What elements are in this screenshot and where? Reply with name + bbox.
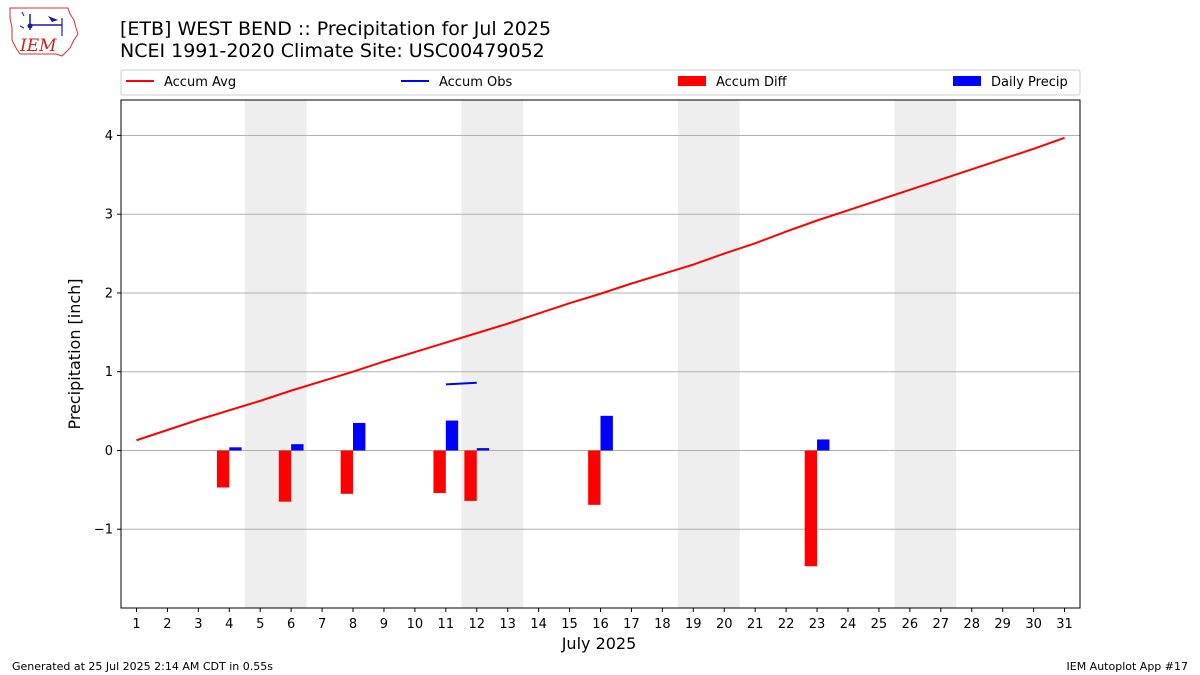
x-tick-label: 18 bbox=[654, 617, 671, 632]
x-tick-label: 31 bbox=[1056, 617, 1073, 632]
x-tick-label: 6 bbox=[287, 617, 295, 632]
x-tick-label: 28 bbox=[963, 617, 980, 632]
y-tick-label: −1 bbox=[94, 523, 113, 538]
y-tick-label: 3 bbox=[105, 208, 113, 223]
x-tick-label: 5 bbox=[256, 617, 264, 632]
x-axis-label: July 2025 bbox=[561, 634, 637, 653]
x-tick-label: 2 bbox=[163, 617, 171, 632]
x-tick-label: 22 bbox=[778, 617, 795, 632]
x-tick-label: 11 bbox=[438, 617, 455, 632]
chart-title: [ETB] WEST BEND :: Precipitation for Jul… bbox=[120, 18, 551, 40]
x-tick-label: 20 bbox=[716, 617, 733, 632]
accum-diff-bar bbox=[340, 450, 354, 494]
x-tick-label: 12 bbox=[468, 617, 485, 632]
x-tick-label: 13 bbox=[499, 617, 516, 632]
weekend-shading bbox=[244, 100, 957, 608]
daily-precip-bar bbox=[600, 415, 613, 451]
x-tick-label: 10 bbox=[407, 617, 424, 632]
x-tick-label: 27 bbox=[933, 617, 950, 632]
y-tick-label: 0 bbox=[105, 444, 113, 459]
weekend-band bbox=[244, 100, 307, 608]
accum-avg-line bbox=[136, 136, 1065, 442]
series-lines bbox=[136, 136, 1065, 442]
legend-bar-swatch bbox=[678, 76, 706, 86]
x-tick-label: 14 bbox=[530, 617, 547, 632]
logo-text: IEM bbox=[19, 36, 57, 56]
x-tick-label: 19 bbox=[685, 617, 702, 632]
weekend-band bbox=[894, 100, 957, 608]
x-tick-label: 4 bbox=[225, 617, 233, 632]
x-tick-label: 23 bbox=[809, 617, 826, 632]
accum-diff-bar bbox=[433, 450, 446, 494]
y-tick-label: 1 bbox=[105, 365, 113, 380]
chart-subtitle: NCEI 1991-2020 Climate Site: USC00479052 bbox=[120, 40, 545, 62]
accum-diff-bars bbox=[216, 450, 818, 567]
x-tick-label: 7 bbox=[318, 617, 326, 632]
x-tick-label: 24 bbox=[840, 617, 857, 632]
x-tick-label: 15 bbox=[561, 617, 578, 632]
daily-precip-bar bbox=[229, 447, 242, 451]
daily-precip-bar bbox=[353, 422, 366, 451]
y-tick-label: 4 bbox=[105, 129, 113, 144]
legend-label: Accum Obs bbox=[439, 75, 512, 90]
iem-logo: IEM bbox=[9, 7, 79, 57]
legend-label: Daily Precip bbox=[991, 75, 1068, 90]
x-tick-label: 9 bbox=[380, 617, 388, 632]
iowa-outline-icon bbox=[9, 7, 79, 57]
daily-precip-bar bbox=[476, 448, 490, 451]
x-tick-label: 26 bbox=[902, 617, 919, 632]
daily-precip-bar bbox=[445, 420, 459, 451]
daily-precip-bar bbox=[291, 444, 304, 451]
accum-diff-bar bbox=[278, 450, 292, 502]
legend-bar-swatch bbox=[953, 76, 981, 86]
generated-timestamp: Generated at 25 Jul 2025 2:14 AM CDT in … bbox=[12, 660, 273, 673]
y-tick-label: 2 bbox=[105, 286, 113, 301]
x-tick-label: 3 bbox=[194, 617, 202, 632]
legend-label: Accum Avg bbox=[164, 75, 236, 90]
weekend-band bbox=[677, 100, 740, 608]
x-tick-label: 25 bbox=[871, 617, 888, 632]
x-axis: 1 2 3 4 5 6 7 8 9 10 11 12 13 14 15 16 17 18 19 20 21 22 23 24 2… bbox=[132, 608, 1073, 632]
weather-station-icon bbox=[19, 11, 63, 36]
x-tick-label: 29 bbox=[994, 617, 1011, 632]
weekend-band bbox=[461, 100, 524, 608]
daily-precip-bars bbox=[229, 415, 830, 451]
x-tick-label: 17 bbox=[623, 617, 640, 632]
y-axis: −1 0 1 2 3 4 bbox=[94, 129, 121, 538]
daily-precip-bar bbox=[817, 439, 830, 451]
accum-diff-bar bbox=[464, 450, 477, 501]
app-credit: IEM Autoplot App #17 bbox=[1067, 660, 1189, 673]
accum-diff-bar bbox=[804, 450, 818, 567]
x-tick-label: 16 bbox=[592, 617, 609, 632]
legend-box bbox=[120, 69, 1081, 96]
accum-diff-bar bbox=[588, 450, 601, 505]
x-tick-label: 8 bbox=[349, 617, 357, 632]
accum-obs-line bbox=[445, 381, 477, 386]
x-tick-label: 1 bbox=[132, 617, 140, 632]
y-axis-label: Precipitation [inch] bbox=[65, 278, 84, 429]
legend-label: Accum Diff bbox=[716, 75, 788, 90]
legend: Accum Avg Accum Obs Accum Diff Daily Precip bbox=[120, 69, 1081, 96]
x-tick-label: 21 bbox=[747, 617, 764, 632]
x-tick-label: 30 bbox=[1025, 617, 1042, 632]
accum-diff-bar bbox=[216, 450, 230, 488]
